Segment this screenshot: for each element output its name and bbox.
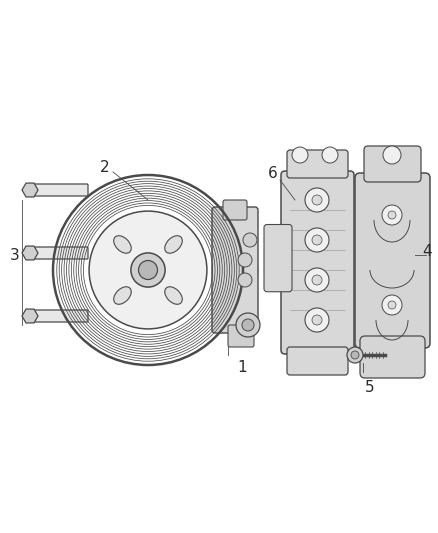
FancyBboxPatch shape	[31, 184, 88, 196]
Ellipse shape	[114, 236, 131, 253]
Circle shape	[388, 211, 396, 219]
Circle shape	[89, 211, 207, 329]
Text: 5: 5	[365, 380, 375, 395]
Circle shape	[292, 147, 308, 163]
Circle shape	[238, 253, 252, 267]
Circle shape	[382, 295, 402, 315]
Circle shape	[236, 313, 260, 337]
FancyBboxPatch shape	[31, 247, 88, 259]
Polygon shape	[22, 246, 38, 260]
Circle shape	[388, 301, 396, 309]
FancyBboxPatch shape	[287, 347, 348, 375]
Ellipse shape	[165, 236, 182, 253]
Circle shape	[351, 351, 359, 359]
Text: 2: 2	[100, 160, 110, 175]
Circle shape	[305, 268, 329, 292]
FancyBboxPatch shape	[355, 173, 430, 348]
FancyBboxPatch shape	[228, 325, 254, 347]
Circle shape	[312, 235, 322, 245]
Circle shape	[383, 146, 401, 164]
Ellipse shape	[114, 287, 131, 304]
FancyBboxPatch shape	[212, 207, 258, 333]
Ellipse shape	[212, 230, 258, 310]
Circle shape	[312, 275, 322, 285]
Circle shape	[347, 347, 363, 363]
Circle shape	[312, 315, 322, 325]
FancyBboxPatch shape	[281, 171, 354, 354]
FancyBboxPatch shape	[287, 150, 348, 178]
Text: 1: 1	[237, 360, 247, 376]
Circle shape	[243, 233, 257, 247]
Circle shape	[305, 308, 329, 332]
Circle shape	[312, 195, 322, 205]
Ellipse shape	[165, 287, 182, 304]
FancyBboxPatch shape	[264, 224, 292, 292]
Circle shape	[305, 188, 329, 212]
FancyBboxPatch shape	[364, 146, 421, 182]
Circle shape	[305, 228, 329, 252]
Circle shape	[238, 273, 252, 287]
FancyBboxPatch shape	[223, 200, 247, 220]
Text: 3: 3	[10, 247, 20, 262]
FancyBboxPatch shape	[360, 336, 425, 378]
Circle shape	[138, 261, 158, 279]
Circle shape	[242, 319, 254, 331]
FancyBboxPatch shape	[31, 310, 88, 322]
Text: 4: 4	[422, 245, 432, 260]
Text: 6: 6	[268, 166, 278, 181]
Polygon shape	[22, 183, 38, 197]
Polygon shape	[22, 309, 38, 323]
Circle shape	[131, 253, 165, 287]
Circle shape	[322, 147, 338, 163]
Circle shape	[382, 205, 402, 225]
